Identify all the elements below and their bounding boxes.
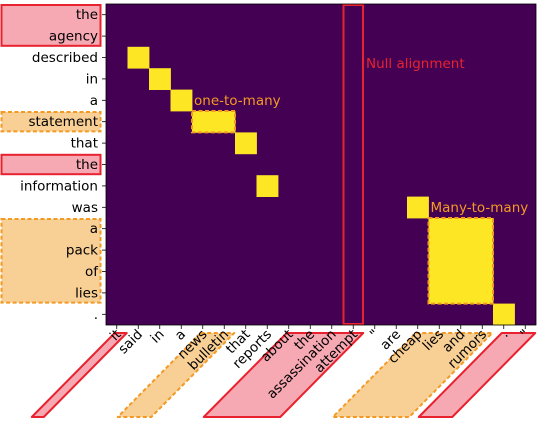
column-highlight-orange — [116, 332, 236, 418]
alignment-cell — [471, 218, 494, 240]
y-tick-label: lies — [75, 285, 98, 301]
alignment-cell — [450, 282, 472, 304]
alignment-cell — [471, 282, 494, 304]
tick-marks — [102, 3, 537, 329]
alignment-cell — [428, 282, 451, 304]
alignment-cell — [450, 260, 472, 283]
y-tick-label: of — [85, 264, 99, 280]
y-tick-label: information — [20, 178, 98, 194]
y-tick-label: in — [86, 71, 98, 87]
y-tick-label: that — [71, 136, 98, 152]
alignment-cell — [450, 218, 472, 240]
column-highlight-red — [417, 332, 537, 418]
x-tick-label: said — [115, 327, 146, 358]
x-tick-label: in — [148, 327, 168, 347]
y-tick-label: statement — [28, 114, 98, 130]
annotation-box — [427, 217, 494, 305]
row-highlight-orange — [0, 111, 102, 133]
annotation-layer: Null alignment one-to-many Many-to-many — [191, 4, 529, 325]
alignment-cell — [149, 68, 171, 90]
row-highlight-orange — [0, 218, 102, 304]
annotation-label: one-to-many — [194, 93, 281, 109]
annotation-box — [191, 110, 236, 134]
alignment-cell — [428, 218, 451, 240]
y-tick-label: a — [90, 93, 98, 109]
null-alignment-box — [342, 4, 364, 325]
column-highlight-orange — [331, 332, 494, 418]
alignment-cell — [235, 132, 257, 155]
alignment-cell — [256, 175, 279, 197]
alignment-cell — [127, 46, 150, 69]
heatmap-cells — [127, 46, 515, 326]
column-highlight-red — [30, 332, 128, 418]
y-tick-label: pack — [66, 243, 98, 259]
alignment-cell — [450, 239, 472, 262]
row-highlight-red — [0, 4, 102, 47]
alignment-cell — [213, 111, 236, 133]
alignment-cell — [192, 111, 214, 133]
y-tick-label: agency — [49, 29, 98, 45]
y-tick-label: a — [90, 221, 98, 237]
alignment-cell — [428, 239, 451, 262]
alignment-cell — [493, 303, 515, 326]
alignment-cell — [471, 239, 494, 262]
y-tick-labels: the agency described in a statement that the inf… — [20, 7, 99, 323]
highlight-layer — [0, 4, 537, 418]
alignment-cell — [170, 89, 193, 112]
column-highlight-red — [202, 332, 365, 418]
plot-frame — [105, 3, 537, 326]
y-tick-label: was — [72, 200, 98, 216]
annotation-label: Null alignment — [366, 56, 465, 72]
y-tick-label: the — [76, 157, 98, 173]
annotation-label: Many-to-many — [431, 200, 529, 216]
alignment-cell — [471, 260, 494, 283]
y-tick-label: . — [94, 307, 98, 323]
y-tick-label: the — [76, 7, 98, 23]
alignment-cell — [428, 260, 451, 283]
y-tick-label: described — [32, 50, 98, 66]
row-highlight-red — [0, 153, 102, 176]
alignment-cell — [407, 196, 429, 219]
